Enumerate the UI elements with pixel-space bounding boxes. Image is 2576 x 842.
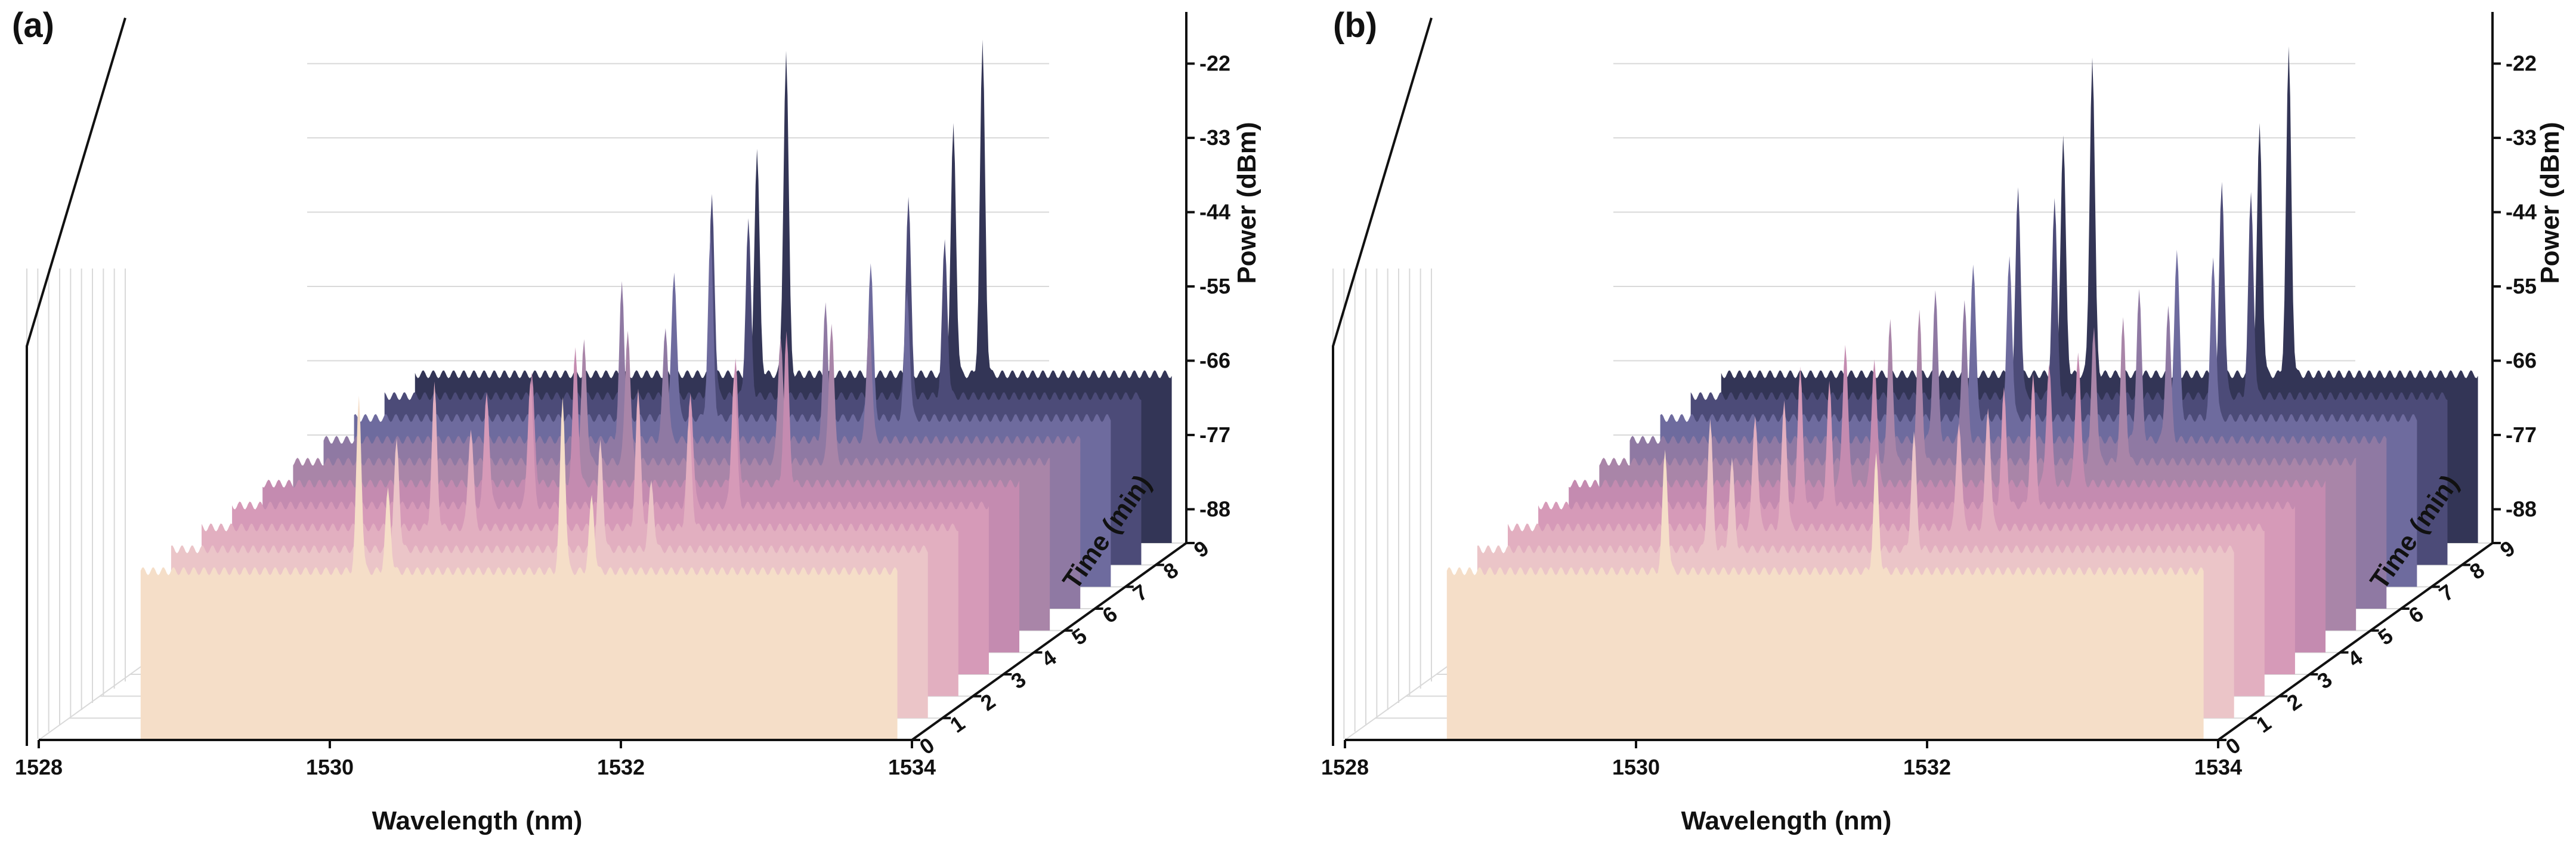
y-tick-label: -77 xyxy=(1199,422,1230,447)
y-tick-label: -55 xyxy=(2506,274,2537,298)
panel-label: (b) xyxy=(1333,6,1377,45)
z-axis-line xyxy=(2217,542,2494,741)
series-0-area xyxy=(1446,449,2204,740)
panel-b: (b) 1528 1530 1532 1534 -22-33-44-55-66-77-… xyxy=(1321,6,2565,835)
z-tick-label: 8 xyxy=(2465,557,2489,584)
z-tick-label: 7 xyxy=(2435,579,2459,606)
x-tick-label: 1530 xyxy=(306,755,354,779)
y-tick-label: -88 xyxy=(2506,496,2537,521)
x-tick-label: 1530 xyxy=(1612,755,1660,779)
panel-a: (a) 1528 1530 1532 1534 -22-33-44-55-66-77-… xyxy=(12,6,1261,835)
z-tick-label: 1 xyxy=(2252,711,2275,738)
panel-label: (a) xyxy=(12,6,54,45)
x-tick-label: 1532 xyxy=(597,755,645,779)
x-ticks: 1528 1530 1532 1534 xyxy=(1321,740,2242,779)
z-tick-label: 2 xyxy=(976,689,1000,715)
y-tick-label: -33 xyxy=(1199,125,1230,150)
y-tick-label: -77 xyxy=(2506,422,2537,447)
y-tick-label: -44 xyxy=(2506,200,2537,224)
z-tick-label: 8 xyxy=(1159,557,1183,584)
x-tick-label: 1534 xyxy=(888,755,936,779)
y-tick-label: -22 xyxy=(1199,51,1230,76)
x-axis-title: Wavelength (nm) xyxy=(1681,806,1892,835)
z-tick-label: 6 xyxy=(1098,601,1122,628)
z-axis-line xyxy=(911,542,1188,741)
y-ticks: -22 -33 -44 -55 -66 -77 -88 xyxy=(2492,51,2537,521)
y-tick-label: -55 xyxy=(1199,274,1230,298)
y-tick-label: -22 xyxy=(2506,51,2537,76)
z-tick-label: 4 xyxy=(2343,645,2367,672)
z-tick-label: 5 xyxy=(2374,623,2398,650)
z-tick-label: 5 xyxy=(1068,623,1091,650)
left-frame xyxy=(1332,17,1433,746)
y-ticks: -22 -33 -44 -55 -66 -77 -88 xyxy=(1186,51,1230,521)
series-0-area xyxy=(140,395,898,740)
x-tick-label: 1528 xyxy=(15,755,63,779)
left-frame xyxy=(26,17,126,746)
x-ticks: 1528 1530 1532 1534 xyxy=(15,740,936,779)
y-axis-title: Power (dBm) xyxy=(2535,122,2565,283)
z-tick-label: 1 xyxy=(945,711,969,738)
y-tick-label: -66 xyxy=(1199,348,1230,372)
y-axis-title: Power (dBm) xyxy=(1232,122,1261,283)
y-tick-label: -44 xyxy=(1199,200,1230,224)
z-tick-label: 3 xyxy=(1006,667,1030,693)
x-axis-title: Wavelength (nm) xyxy=(372,806,583,835)
x-tick-label: 1532 xyxy=(1903,755,1951,779)
z-tick-label: 6 xyxy=(2404,601,2428,628)
y-tick-label: -33 xyxy=(2506,125,2537,150)
x-tick-label: 1534 xyxy=(2194,755,2242,779)
z-tick-label: 9 xyxy=(2495,535,2519,562)
curve-layer xyxy=(140,39,1172,740)
z-tick-label: 3 xyxy=(2312,667,2336,693)
curve-layer xyxy=(1446,46,2478,740)
axis-layer xyxy=(26,12,1188,746)
axis-layer xyxy=(1332,12,2494,746)
z-tick-label: 7 xyxy=(1128,579,1152,606)
y-tick-label: -66 xyxy=(2506,348,2537,372)
z-tick-label: 4 xyxy=(1037,645,1061,672)
y-tick-label: -88 xyxy=(1199,496,1230,521)
z-tick-label: 9 xyxy=(1189,535,1213,562)
z-tick-label: 2 xyxy=(2282,689,2306,715)
x-tick-label: 1528 xyxy=(1321,755,1369,779)
